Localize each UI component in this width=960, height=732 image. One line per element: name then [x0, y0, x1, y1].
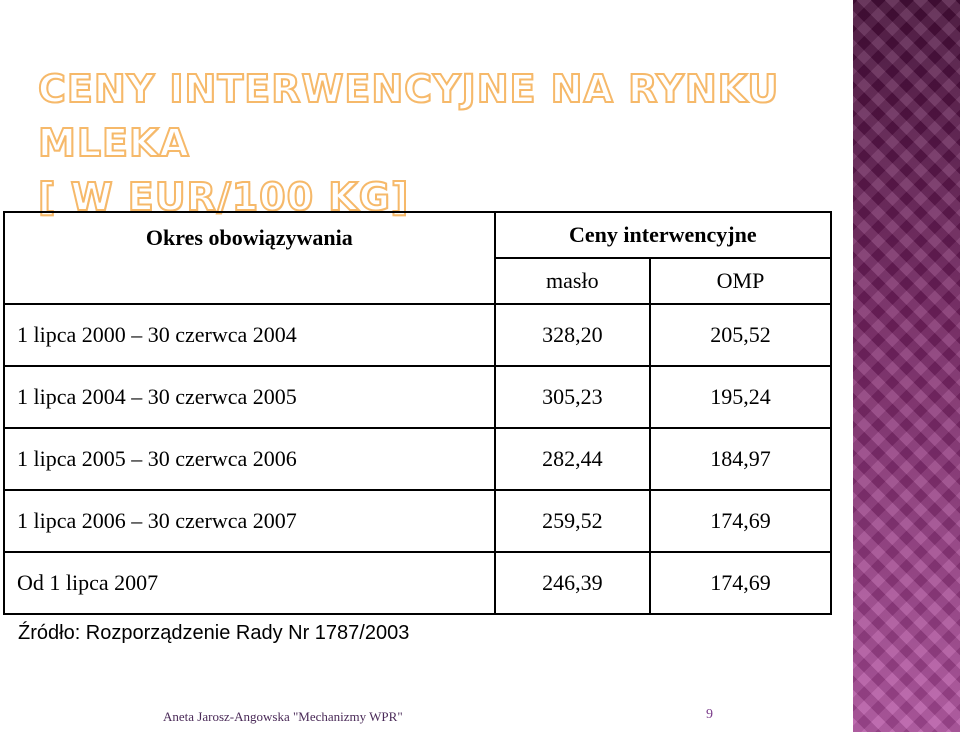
- cell-period: Od 1 lipca 2007: [3, 551, 496, 615]
- cell-omp: 174,69: [649, 489, 832, 553]
- cell-maslo: 305,23: [493, 365, 652, 429]
- intervention-prices-table: Okres obowiązywania Ceny interwencyjne m…: [3, 211, 833, 615]
- cell-omp: 195,24: [649, 365, 832, 429]
- header-intervention-prices: Ceny interwencyjne: [493, 211, 833, 259]
- cell-maslo: 259,52: [493, 489, 652, 553]
- cell-maslo: 328,20: [493, 303, 652, 367]
- cell-omp: 205,52: [649, 303, 832, 367]
- cell-maslo: 246,39: [493, 551, 652, 615]
- cell-period: 1 lipca 2004 – 30 czerwca 2005: [3, 365, 496, 429]
- cell-omp: 174,69: [649, 551, 832, 615]
- footer-author: Aneta Jarosz-Angowska "Mechanizmy WPR": [163, 709, 403, 724]
- table-row: 1 lipca 2006 – 30 czerwca 2007 259,52 17…: [3, 489, 832, 553]
- table-row: 1 lipca 2000 – 30 czerwca 2004 328,20 20…: [3, 303, 832, 367]
- subheader-omp: OMP: [649, 257, 832, 305]
- cell-period: 1 lipca 2006 – 30 czerwca 2007: [3, 489, 496, 553]
- cell-period: 1 lipca 2000 – 30 czerwca 2004: [3, 303, 496, 367]
- slide-title: CENY INTERWENCYJNE NA RYNKU MLEKA [ W EU…: [37, 62, 838, 224]
- page-number: 9: [706, 707, 713, 722]
- header-period: Okres obowiązywania: [3, 211, 496, 305]
- subheader-maslo: masło: [493, 257, 652, 305]
- decorative-side-band: [853, 0, 960, 732]
- table-row: 1 lipca 2005 – 30 czerwca 2006 282,44 18…: [3, 427, 832, 491]
- cell-period: 1 lipca 2005 – 30 czerwca 2006: [3, 427, 496, 491]
- cell-maslo: 282,44: [493, 427, 652, 491]
- table-row: Od 1 lipca 2007 246,39 174,69: [3, 551, 832, 615]
- slide-title-line-1: CENY INTERWENCYJNE NA RYNKU MLEKA: [37, 66, 780, 166]
- cell-omp: 184,97: [649, 427, 832, 491]
- source-note: Źródło: Rozporządzenie Rady Nr 1787/2003: [18, 622, 410, 644]
- table-row: 1 lipca 2004 – 30 czerwca 2005 305,23 19…: [3, 365, 832, 429]
